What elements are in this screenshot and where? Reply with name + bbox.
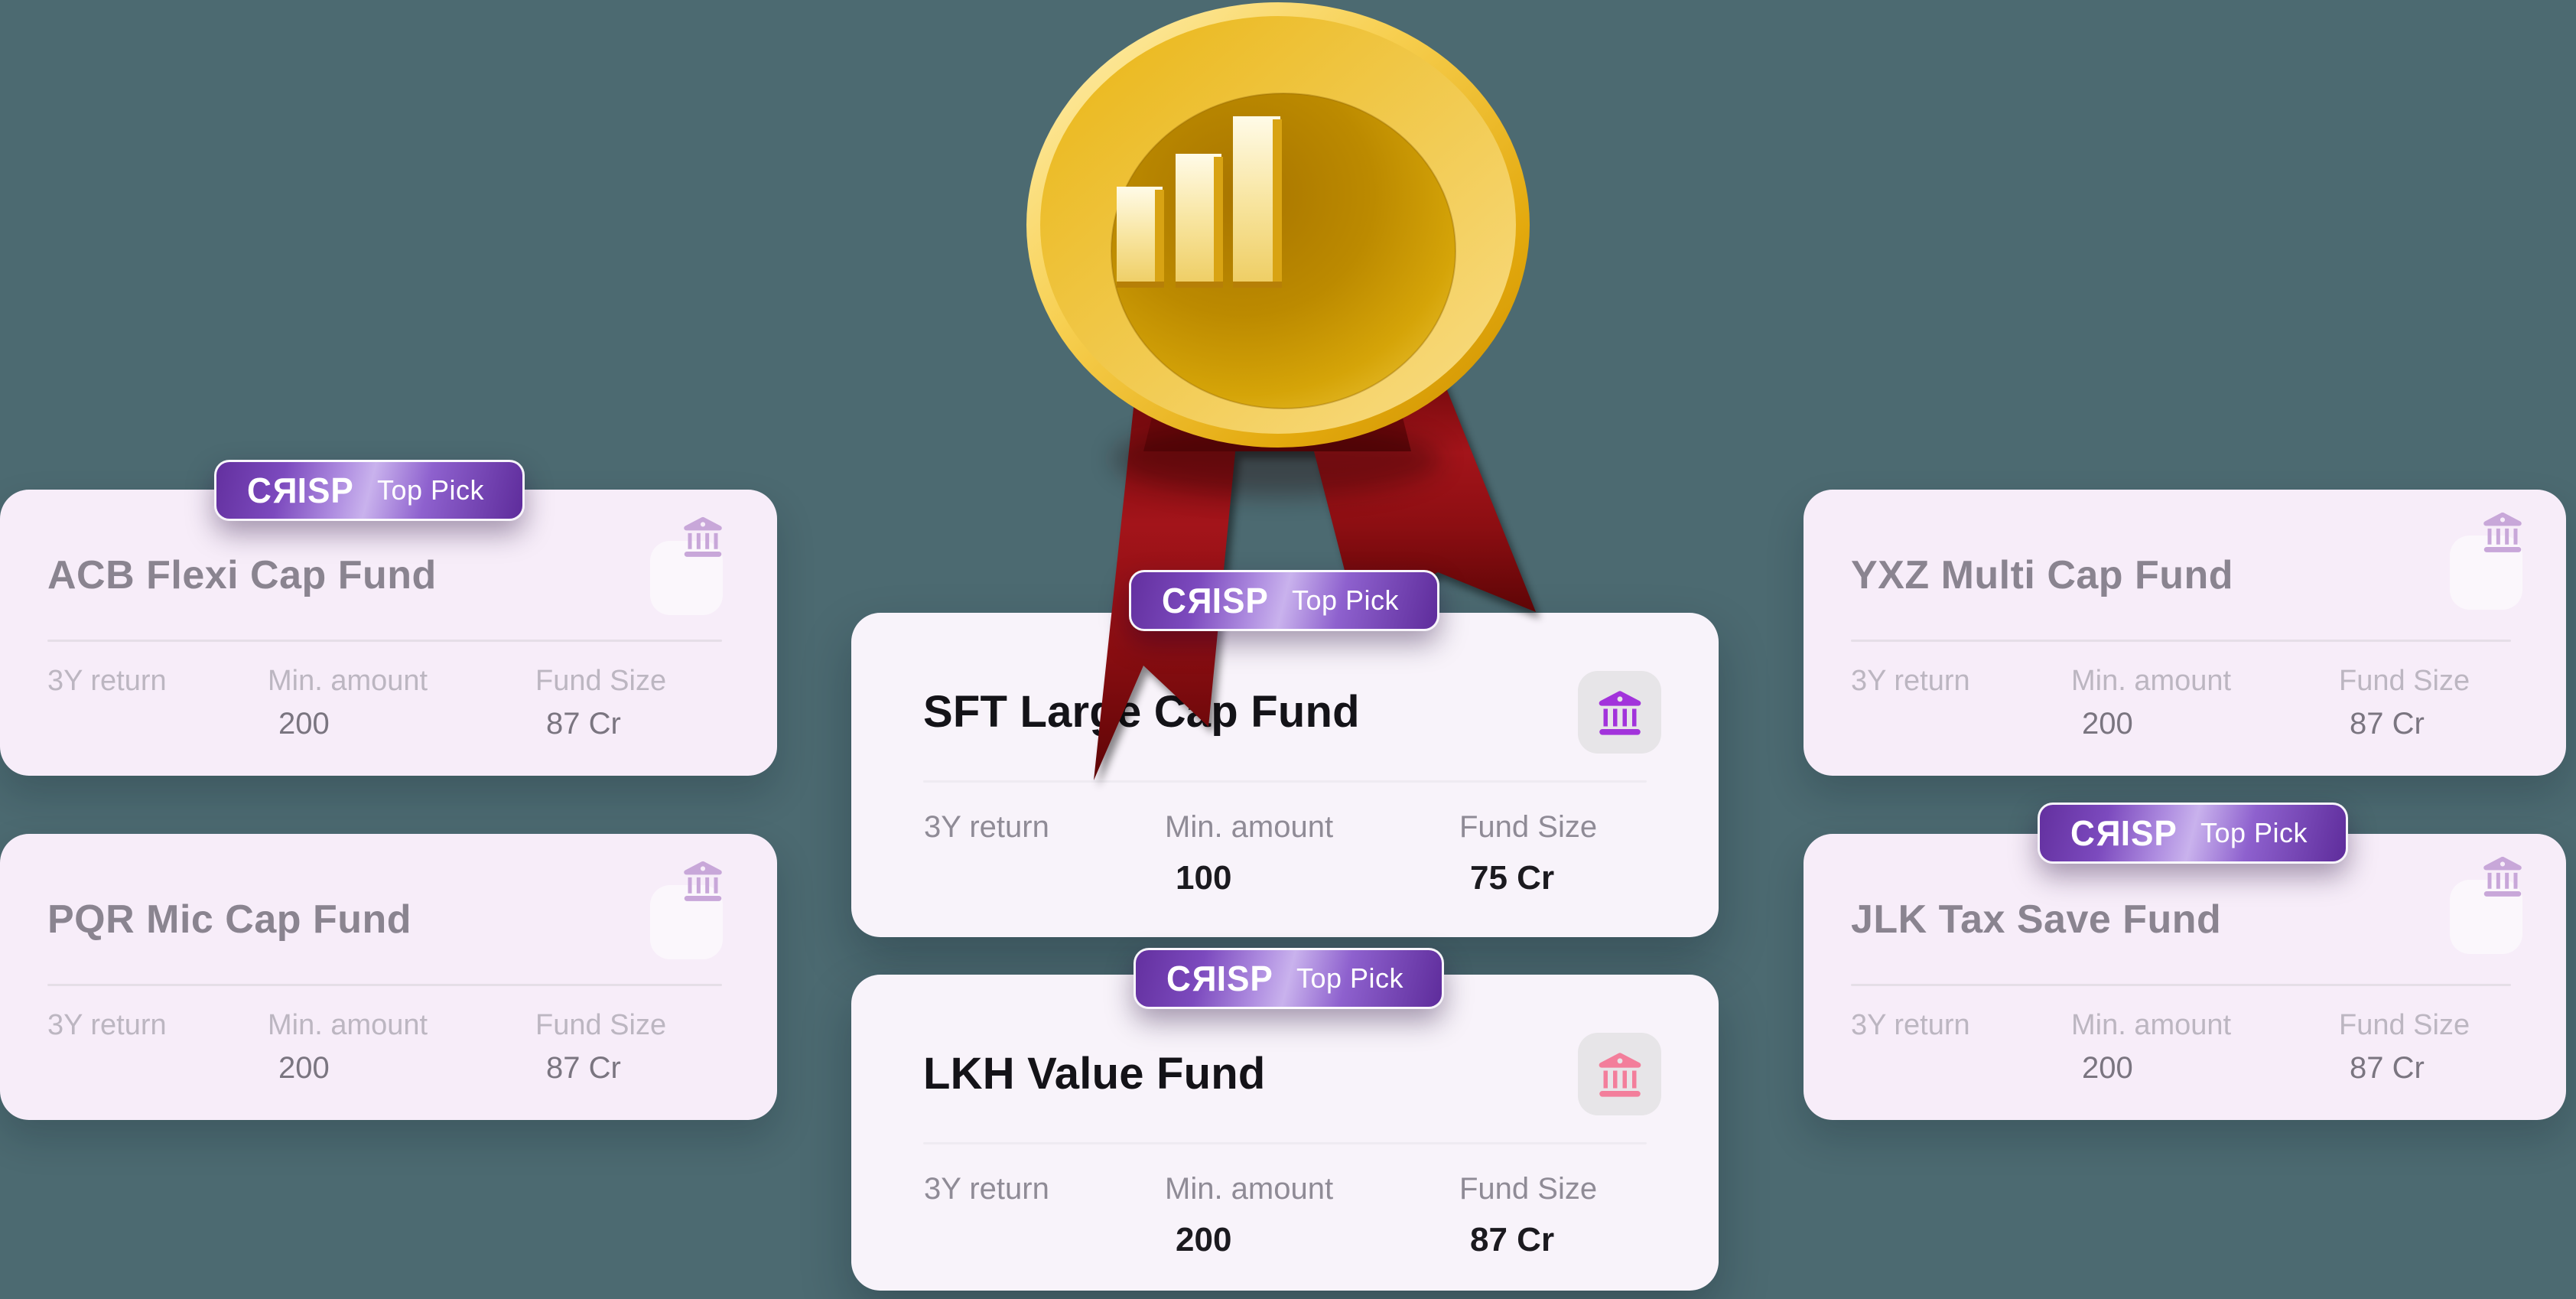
card-divider (923, 780, 1647, 783)
bank-icon (1599, 1053, 1641, 1097)
top-pick-label: Top Pick (2200, 817, 2308, 848)
stat-fund-size: Fund Size 75 Cr (1459, 810, 1598, 897)
fund-title: LKH Value Fund (923, 1049, 1266, 1099)
card-divider (1851, 984, 2511, 986)
crisp-logo: CRISP (2070, 813, 2178, 853)
stat-fund-size: Fund Size 87 Cr (535, 665, 667, 741)
top-pick-label: Top Pick (1291, 584, 1399, 616)
stat-3y-return: 3Y return (1851, 665, 1970, 697)
stat-min-amount: Min. amount 200 (268, 665, 428, 741)
fund-title: PQR Mic Cap Fund (47, 897, 411, 942)
crisp-top-pick-badge: CRISP Top Pick (1134, 948, 1444, 1009)
stat-min-amount: Min. amount 200 (1165, 1172, 1334, 1258)
fund-card-sft[interactable]: SFT Large Cap Fund 3Y return Min. amount… (851, 613, 1719, 937)
bar-chart-icon (1117, 116, 1282, 288)
fund-card-lkh[interactable]: LKH Value Fund 3Y return Min. amount 200… (851, 975, 1719, 1291)
stat-min-amount: Min. amount 100 (1165, 810, 1334, 897)
bank-icon-container (1578, 671, 1661, 754)
bank-icon-container (1578, 1033, 1661, 1115)
bank-icon (1599, 691, 1641, 735)
stat-fund-size: Fund Size 87 Cr (1459, 1172, 1598, 1258)
stat-min-amount: Min. amount 200 (2071, 1009, 2232, 1085)
crisp-top-pick-badge: CRISP Top Pick (1129, 570, 1439, 631)
gold-coin-icon (1026, 2, 1530, 448)
crisp-top-pick-badge: CRISP Top Pick (214, 460, 525, 521)
fund-card-pqr[interactable]: PQR Mic Cap Fund 3Y return Min. amount 2… (0, 834, 777, 1120)
crisp-logo: CRISP (247, 470, 354, 510)
fund-card-acb[interactable]: ACB Flexi Cap Fund 3Y return Min. amount… (0, 490, 777, 776)
card-divider (1851, 640, 2511, 642)
stat-3y-return: 3Y return (924, 1172, 1049, 1206)
card-divider (47, 640, 722, 642)
stat-3y-return: 3Y return (924, 810, 1049, 844)
crisp-logo: CRISP (1166, 959, 1273, 998)
top-pick-label: Top Pick (1296, 962, 1403, 994)
top-pick-label: Top Pick (376, 474, 484, 506)
crisp-top-pick-badge: CRISP Top Pick (2038, 803, 2348, 864)
fund-title: YXZ Multi Cap Fund (1851, 553, 2234, 597)
fund-title: ACB Flexi Cap Fund (47, 553, 437, 597)
fund-card-jlk[interactable]: JLK Tax Save Fund 3Y return Min. amount … (1804, 834, 2566, 1120)
bank-icon (2483, 856, 2522, 897)
stat-3y-return: 3Y return (1851, 1009, 1970, 1041)
bank-icon (684, 516, 722, 557)
stat-min-amount: Min. amount 200 (268, 1009, 428, 1085)
stat-min-amount: Min. amount 200 (2071, 665, 2232, 741)
stat-fund-size: Fund Size 87 Cr (2339, 1009, 2470, 1085)
stat-fund-size: Fund Size 87 Cr (535, 1009, 667, 1085)
bank-icon (2483, 512, 2522, 552)
fund-title: JLK Tax Save Fund (1851, 897, 2222, 942)
fund-title: SFT Large Cap Fund (923, 687, 1360, 737)
stat-fund-size: Fund Size 87 Cr (2339, 665, 2470, 741)
fund-card-yxz[interactable]: YXZ Multi Cap Fund 3Y return Min. amount… (1804, 490, 2566, 776)
card-divider (923, 1142, 1647, 1144)
card-divider (47, 984, 722, 986)
stat-3y-return: 3Y return (47, 665, 167, 697)
crisp-logo: CRISP (1162, 581, 1269, 620)
bank-icon (684, 861, 722, 901)
stat-3y-return: 3Y return (47, 1009, 167, 1041)
